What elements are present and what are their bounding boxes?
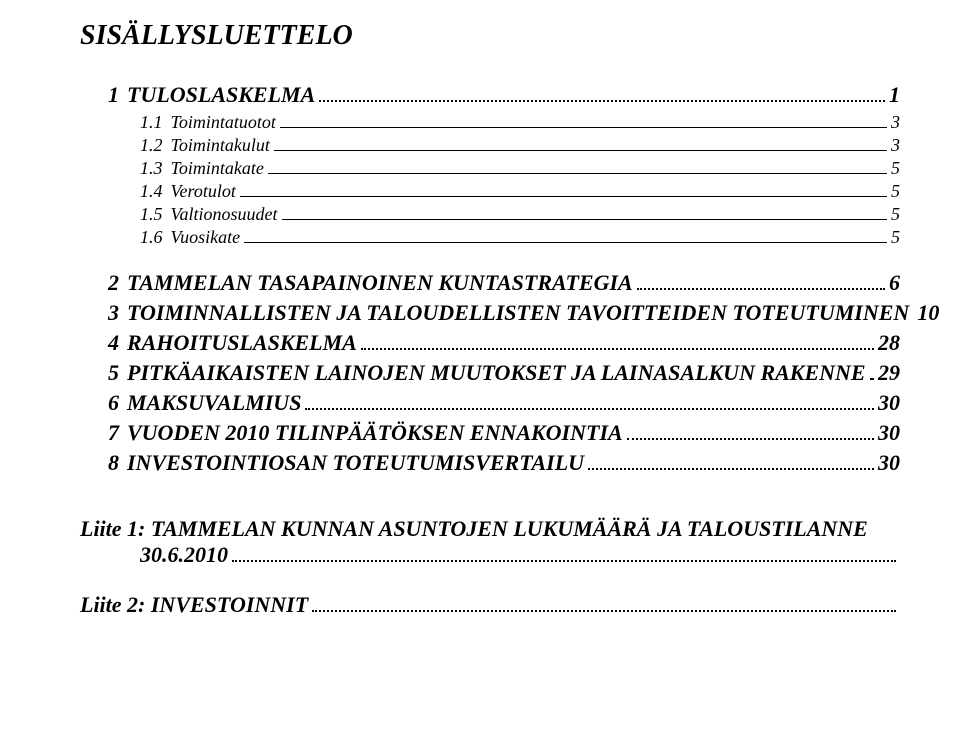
toc-label: MAKSUVALMIUS <box>127 390 301 416</box>
toc-entry: 8 INVESTOINTIOSAN TOTEUTUMISVERTAILU 30 <box>80 450 900 476</box>
toc-leader <box>319 85 885 102</box>
toc-page-number: 3 <box>891 112 900 133</box>
toc-num: 1.4 <box>140 181 163 202</box>
toc-entry: 1 TULOSLASKELMA 1 <box>80 82 900 108</box>
toc-label: Toimintakate <box>171 158 264 179</box>
toc-leader <box>870 363 874 380</box>
toc-label: RAHOITUSLASKELMA <box>127 330 357 356</box>
toc-label: VUODEN 2010 TILINPÄÄTÖKSEN ENNAKOINTIA <box>127 420 623 446</box>
toc-entry: 3 TOIMINNALLISTEN JA TALOUDELLISTEN TAVO… <box>80 300 900 326</box>
toc-label: TULOSLASKELMA <box>127 82 315 108</box>
toc-subentry: 1.6 Vuosikate 5 <box>80 227 900 248</box>
toc-page-number: 30 <box>878 420 900 446</box>
toc-label: Vuosikate <box>171 227 241 248</box>
toc-entry: 7 VUODEN 2010 TILINPÄÄTÖKSEN ENNAKOINTIA… <box>80 420 900 446</box>
toc-entry: 6 MAKSUVALMIUS 30 <box>80 390 900 416</box>
toc-label: TOIMINNALLISTEN JA TALOUDELLISTEN TAVOIT… <box>127 300 909 326</box>
toc-entry: 5 PITKÄAIKAISTEN LAINOJEN MUUTOKSET JA L… <box>80 360 900 386</box>
toc-num: 6 <box>108 390 119 416</box>
appendix-label: Liite 1: TAMMELAN KUNNAN ASUNTOJEN LUKUM… <box>80 516 868 541</box>
toc-leader <box>282 208 888 220</box>
toc-num: 1.1 <box>140 112 163 133</box>
toc-num: 1.5 <box>140 204 163 225</box>
toc-num: 3 <box>108 300 119 326</box>
toc-subentry: 1.5 Valtionosuudet 5 <box>80 204 900 225</box>
toc-leader <box>312 595 896 612</box>
toc-label: TAMMELAN TASAPAINOINEN KUNTASTRATEGIA <box>127 270 633 296</box>
spacer <box>80 572 900 592</box>
toc-leader <box>274 139 887 151</box>
toc-label: Toimintakulut <box>171 135 270 156</box>
toc-page-number: 5 <box>891 181 900 202</box>
appendix-entry: Liite 2: INVESTOINNIT <box>80 592 900 618</box>
toc-num: 2 <box>108 270 119 296</box>
toc-page: SISÄLLYSLUETTELO 1 TULOSLASKELMA 1 1.1 T… <box>0 0 960 642</box>
appendix-entry: Liite 1: TAMMELAN KUNNAN ASUNTOJEN LUKUM… <box>80 516 900 542</box>
toc-num: 1 <box>108 82 119 108</box>
page-title: SISÄLLYSLUETTELO <box>80 20 900 52</box>
toc-num: 7 <box>108 420 119 446</box>
toc-entry: 2 TAMMELAN TASAPAINOINEN KUNTASTRATEGIA … <box>80 270 900 296</box>
toc-page-number: 30 <box>878 450 900 476</box>
toc-leader <box>637 273 885 290</box>
toc-page-number: 30 <box>878 390 900 416</box>
toc-page-number: 3 <box>891 135 900 156</box>
appendix-date: 30.6.2010 <box>140 542 228 568</box>
toc-subentry: 1.4 Verotulot 5 <box>80 181 900 202</box>
toc-subentry: 1.3 Toimintakate 5 <box>80 158 900 179</box>
toc-page-number: 10 <box>917 300 939 326</box>
spacer <box>80 250 900 270</box>
toc-label: Valtionosuudet <box>171 204 278 225</box>
toc-entry: 4 RAHOITUSLASKELMA 28 <box>80 330 900 356</box>
appendix-subline: 30.6.2010 <box>80 542 900 568</box>
toc-page-number: 6 <box>889 270 900 296</box>
toc-page-number: 29 <box>878 360 900 386</box>
toc-leader <box>280 116 887 128</box>
toc-page-number: 5 <box>891 204 900 225</box>
toc-num: 1.3 <box>140 158 163 179</box>
toc-num: 5 <box>108 360 119 386</box>
toc-num: 1.2 <box>140 135 163 156</box>
toc-leader <box>588 453 874 470</box>
appendix-label: Liite 2: INVESTOINNIT <box>80 592 308 618</box>
toc-leader <box>232 545 896 562</box>
toc-leader <box>268 162 887 174</box>
toc-subentry: 1.2 Toimintakulut 3 <box>80 135 900 156</box>
toc-label: PITKÄAIKAISTEN LAINOJEN MUUTOKSET JA LAI… <box>127 360 866 386</box>
toc-subentry: 1.1 Toimintatuotot 3 <box>80 112 900 133</box>
toc-label: Toimintatuotot <box>171 112 276 133</box>
toc-leader <box>305 393 874 410</box>
toc-page-number: 1 <box>889 82 900 108</box>
toc-leader <box>240 185 887 197</box>
spacer <box>80 480 900 516</box>
toc-leader <box>627 423 874 440</box>
toc-leader <box>361 333 874 350</box>
toc-label: INVESTOINTIOSAN TOTEUTUMISVERTAILU <box>127 450 584 476</box>
toc-num: 8 <box>108 450 119 476</box>
toc-num: 1.6 <box>140 227 163 248</box>
toc-num: 4 <box>108 330 119 356</box>
toc-label: Verotulot <box>171 181 236 202</box>
toc-page-number: 5 <box>891 158 900 179</box>
toc-leader <box>244 231 887 243</box>
toc-page-number: 5 <box>891 227 900 248</box>
toc-page-number: 28 <box>878 330 900 356</box>
